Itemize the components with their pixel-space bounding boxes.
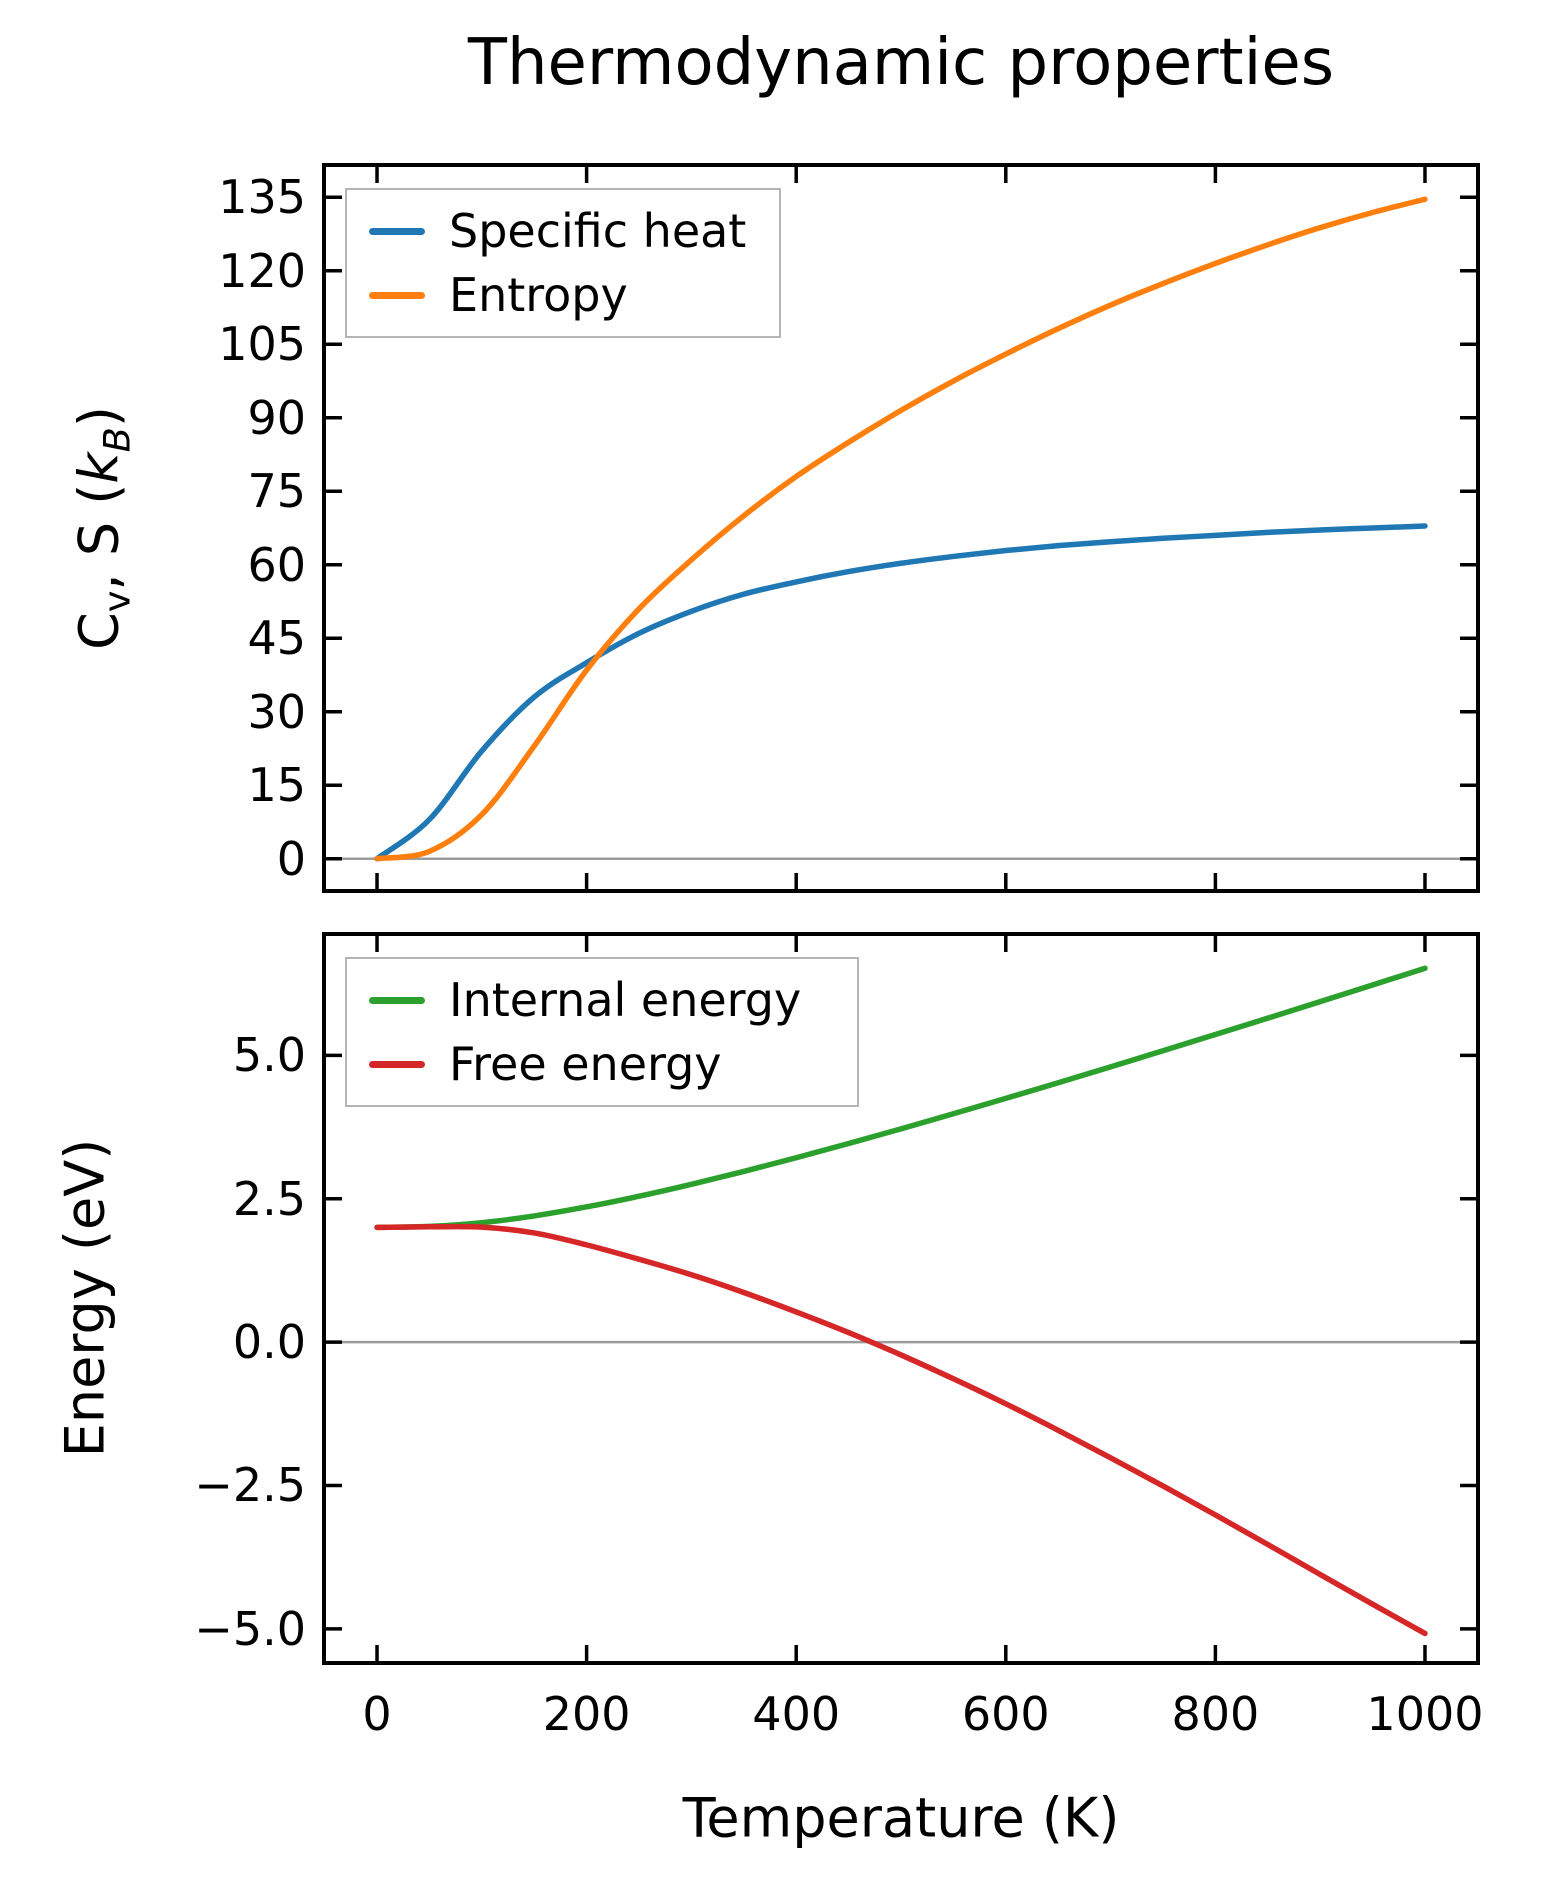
free-energy-line <box>374 1223 1428 1637</box>
x-axis-label: Temperature (K) <box>682 1786 1120 1850</box>
chart-title: Thermodynamic properties <box>467 26 1335 100</box>
x-tick-label: 200 <box>542 1687 631 1741</box>
plot-bottom-canvas <box>322 932 1480 1665</box>
y-tick-label: −2.5 <box>194 1458 306 1513</box>
y-tick-label: 135 <box>218 170 306 225</box>
top-plot: 0 15 30 45 60 75 90 105 120 135 <box>218 163 1480 893</box>
y-tick-label: 0 <box>276 831 306 886</box>
bottom-plot: −5.0 −2.5 0.0 2.5 5.0 0 200 400 600 800 1000 <box>194 932 1484 1741</box>
y-tick-label: 5.0 <box>232 1028 306 1083</box>
top-y-axis-label: Cv, S (kB) <box>67 406 139 650</box>
internal-energy-line <box>374 965 1428 1231</box>
bottom-y-axis-label: Energy (eV) <box>53 1138 117 1458</box>
legend-item-internal-energy: Internal energy <box>369 968 857 1032</box>
y-tick-label: 15 <box>247 758 306 813</box>
legend-label: Internal energy <box>449 973 802 1027</box>
y-tick-label: 75 <box>247 464 306 519</box>
specific-heat-line <box>374 523 1428 862</box>
y-tick-label: −5.0 <box>194 1601 306 1656</box>
internal-energy-swatch <box>369 996 425 1004</box>
free-energy-swatch <box>369 1060 425 1068</box>
entropy-swatch <box>369 291 425 299</box>
axes-spines <box>322 932 1480 1665</box>
x-tick-label: 800 <box>1171 1687 1260 1741</box>
legend-label: Specific heat <box>449 204 747 258</box>
x-tick-label: 400 <box>752 1687 841 1741</box>
specific-heat-swatch <box>369 227 425 235</box>
top-legend: Specific heat Entropy <box>345 188 781 338</box>
legend-label: Free energy <box>449 1037 722 1091</box>
legend-item-free-energy: Free energy <box>369 1032 857 1096</box>
legend-item-specific-heat: Specific heat <box>369 199 779 263</box>
legend-label: Entropy <box>449 268 628 322</box>
y-tick-label: 45 <box>247 611 306 666</box>
y-tick-label: 90 <box>247 390 306 445</box>
x-tick-label: 600 <box>961 1687 1050 1741</box>
y-tick-label: 60 <box>247 537 306 592</box>
y-tick-label: 2.5 <box>232 1171 306 1226</box>
plot-top-canvas <box>322 163 1480 893</box>
entropy-line <box>374 196 1428 862</box>
y-tick-label: 105 <box>218 317 306 372</box>
y-tick-label: 30 <box>247 684 306 739</box>
legend-item-entropy: Entropy <box>369 263 779 327</box>
y-tick-label: 120 <box>218 243 306 298</box>
x-tick-label: 1000 <box>1366 1687 1484 1741</box>
bottom-legend: Internal energy Free energy <box>345 957 859 1107</box>
axes-spines <box>322 163 1480 893</box>
y-tick-label: 0.0 <box>232 1315 306 1370</box>
x-tick-label: 0 <box>362 1687 392 1741</box>
